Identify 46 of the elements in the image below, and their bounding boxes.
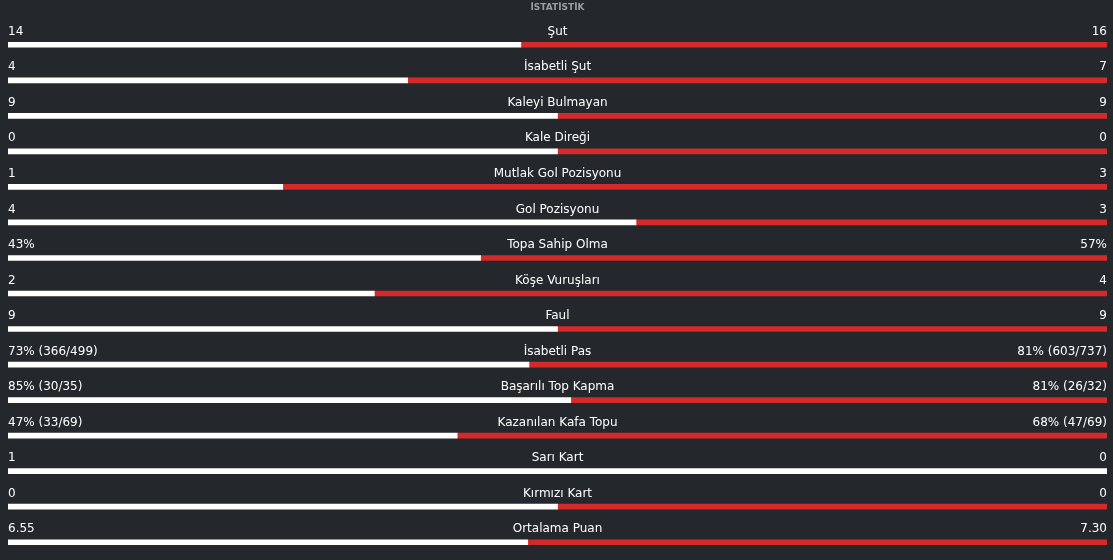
data-label: 3 — [1099, 166, 1107, 181]
category-label: Kazanılan Kafa Topu — [497, 414, 618, 429]
data-label: 7 — [1099, 59, 1107, 74]
data-label: 4 — [8, 201, 16, 216]
data-label: 81% (603/737) — [1017, 343, 1107, 358]
category-label: Ortalama Puan — [512, 521, 603, 536]
data-label: 85% (30/35) — [8, 379, 83, 394]
data-label: 0 — [1099, 450, 1107, 465]
data-label: 0 — [1099, 485, 1107, 500]
data-label: 57% — [1080, 237, 1107, 252]
data-label: 4 — [1099, 272, 1107, 287]
category-label: Mutlak Gol Pozisyonu — [493, 166, 622, 181]
category-label: Sarı Kart — [531, 450, 584, 465]
category-label: Kırmızı Kart — [522, 485, 593, 500]
data-label: 9 — [8, 94, 16, 109]
text: İSTATİSTİK — [530, 2, 586, 13]
category-label: Faul — [545, 308, 570, 323]
data-label: 9 — [1099, 308, 1107, 323]
data-label: 68% (47/69) — [1032, 414, 1107, 429]
data-label: 14 — [8, 23, 24, 38]
category-label: Köşe Vuruşları — [515, 272, 600, 287]
category-label: Şut — [547, 23, 568, 38]
data-label: 81% (26/32) — [1032, 379, 1107, 394]
data-label: 1 — [8, 450, 16, 465]
data-label: 0 — [1099, 130, 1107, 145]
data-label: 0 — [8, 130, 16, 145]
data-label: 43% — [8, 237, 35, 252]
data-label: 6.55 — [8, 521, 35, 536]
category-label: İsabetli Pas — [523, 342, 592, 358]
data-label: 2 — [8, 272, 16, 287]
data-label: 1 — [8, 166, 16, 181]
data-label: 73% (366/499) — [8, 343, 98, 358]
data-label: 3 — [1099, 201, 1107, 216]
data-label: 9 — [1099, 94, 1107, 109]
category-label: İsabetli Şut — [523, 58, 592, 74]
category-label: Gol Pozisyonu — [515, 201, 600, 216]
data-label: 16 — [1091, 23, 1107, 38]
category-label: Başarılı Top Kapma — [500, 379, 615, 394]
category-label: Kaleyi Bulmayan — [507, 94, 608, 109]
data-label: 47% (33/69) — [8, 414, 83, 429]
data-label: 7.30 — [1080, 521, 1107, 536]
data-label: 4 — [8, 59, 16, 74]
category-label: Topa Sahip Olma — [506, 237, 608, 252]
data-label: 9 — [8, 308, 16, 323]
data-label: 0 — [8, 485, 16, 500]
category-label: Kale Direği — [524, 130, 591, 145]
